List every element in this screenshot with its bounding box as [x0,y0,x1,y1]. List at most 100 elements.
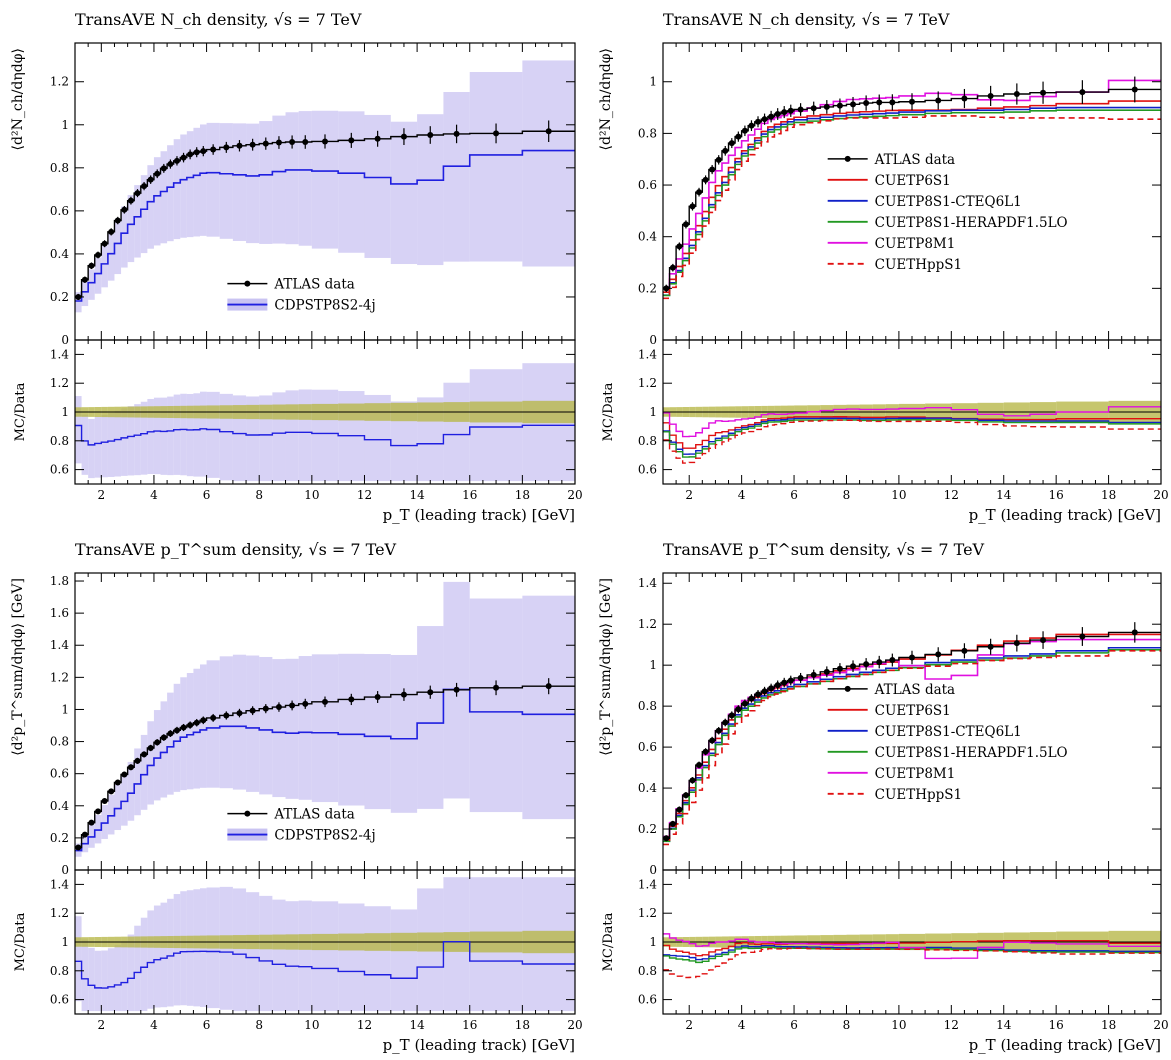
data-point [837,666,843,672]
data-point [696,189,702,195]
x-tick-label: 16 [1049,1018,1064,1032]
data-point [493,685,499,691]
y-tick-label: 0.6 [50,767,69,781]
data-point [95,808,101,814]
x-tick-label: 2 [685,488,693,502]
data-point [689,777,695,783]
x-tick-label: 6 [790,488,798,502]
x-tick-label: 20 [567,488,582,502]
data-point [167,161,173,167]
data-point [546,128,552,134]
mc-uncertainty-band-bin [187,131,194,237]
y-tick-label: 0.6 [50,204,69,218]
y-tick-label: 0.2 [50,290,69,304]
data-point [742,128,748,134]
legend-entry: CUETP8S1-HERAPDF1.5LO [828,745,1068,761]
ratio-uncertainty-band-bin [108,413,115,477]
y-tick-label: 1.2 [50,75,69,89]
mc-uncertainty-band-bin [193,669,200,789]
mc-uncertainty-band-bin [522,596,575,819]
mc-uncertainty-band-bin [417,626,443,809]
chart-svg-bl: 2 4 6 8 10 12 14 16 18 200.20.40.60.811.21.41.61.… [0,530,585,1060]
data-point [276,704,282,710]
mc-uncertainty-band-bin [470,72,523,262]
mc-uncertainty-band-bin [121,206,128,267]
data-point [722,720,728,726]
ratio-uncertainty-band-bin [299,390,312,482]
x-tick-label: 14 [996,1018,1012,1032]
ratio-y-tick-label: 1.4 [50,877,69,891]
data-point [762,688,768,694]
x-tick-label: 4 [738,488,746,502]
ratio-uncertainty-band-bin [391,909,417,1011]
ratio-curve-CUETHppS1 [663,420,1161,463]
mc-uncertainty-band-bin [141,735,148,810]
ratio-uncertainty-band-bin [200,392,207,477]
data-point [1014,640,1020,646]
x-tick-label: 12 [357,488,372,502]
data-point [223,712,229,718]
panel-title: TransAVE p_T^sum density, √s = 7 TeV [663,540,985,559]
ratio-y-tick-label: 1 [649,405,657,419]
panel-top-right: 2 4 6 8 10 12 14 16 18 20 0.2 0.4 0.6 0.8 1 0 0.6 0.8 1 1.2… [588,0,1171,530]
x-tick-label: 10 [891,1018,906,1032]
data-point [115,780,121,786]
data-point [889,99,895,105]
data-point [961,648,967,654]
ratio-uncertainty-band-bin [101,950,108,1011]
data-point [824,104,830,110]
data-point [348,137,354,143]
data-point [302,701,308,707]
mc-uncertainty-band-bin [200,664,207,787]
data-point [454,687,460,693]
ratio-y-tick-label: 1.4 [638,347,657,361]
legend-label: CUETHppS1 [875,787,962,803]
data-point [663,835,669,841]
x-tick-label: 2 [97,488,105,502]
mc-uncertainty-band-bin [391,655,417,813]
x-tick-label: 18 [1101,488,1116,502]
mc-uncertainty-band-bin [174,139,181,239]
ratio-uncertainty-band-bin [114,411,121,477]
mc-uncertainty-band-bin [338,111,364,252]
mc-uncertainty-band-bin [233,655,246,790]
ratio-axis-label: MC/Data [13,382,28,441]
mc-uncertainty-band-bin [174,684,181,792]
y-tick-label: 0.2 [638,281,657,295]
data-point [798,107,804,113]
data-point [161,735,167,741]
data-point [863,661,869,667]
y-tick-label: 1.2 [50,670,69,684]
data-point [236,710,242,716]
chart-svg-br: 2 4 6 8 10 12 14 16 18 200.20.40.60.811.21.400.60… [588,530,1171,1060]
ratio-uncertainty-band-bin [233,888,246,1011]
data-point [824,669,830,675]
mc-uncertainty-band-bin [154,710,161,800]
y-tick-label: 0.4 [50,247,69,261]
legend-label: CDPSTP8S2-4j [274,298,375,314]
mc-uncertainty-band-bin [128,195,135,262]
data-point [1040,637,1046,643]
x-tick-label: 10 [891,488,906,502]
x-tick-label: 12 [944,488,959,502]
data-point [167,731,173,737]
legend-label: CUETP8S1-CTEQ6L1 [875,194,1022,210]
x-tick-label: 16 [1049,488,1064,502]
y-axis-label: ⟨d²p_T^sum/dηdφ⟩ [GeV] [10,578,26,756]
data-point [148,745,154,751]
legend-entry: ATLAS data [227,807,354,823]
y-tick-label: 0 [649,863,657,877]
legend-entry: CUETP8M1 [828,236,956,252]
data-point [102,798,108,804]
data-point [863,100,869,106]
data-point [121,207,127,213]
ratio-y-tick-label: 1.2 [638,906,657,920]
data-point [194,720,200,726]
mc-uncertainty-band-bin [299,111,312,246]
data-point [200,717,206,723]
mc-uncertainty-band-bin [470,599,523,813]
data-point [876,659,882,665]
x-tick-label: 8 [255,1018,263,1032]
data-point [735,706,741,712]
data-point [837,103,843,109]
